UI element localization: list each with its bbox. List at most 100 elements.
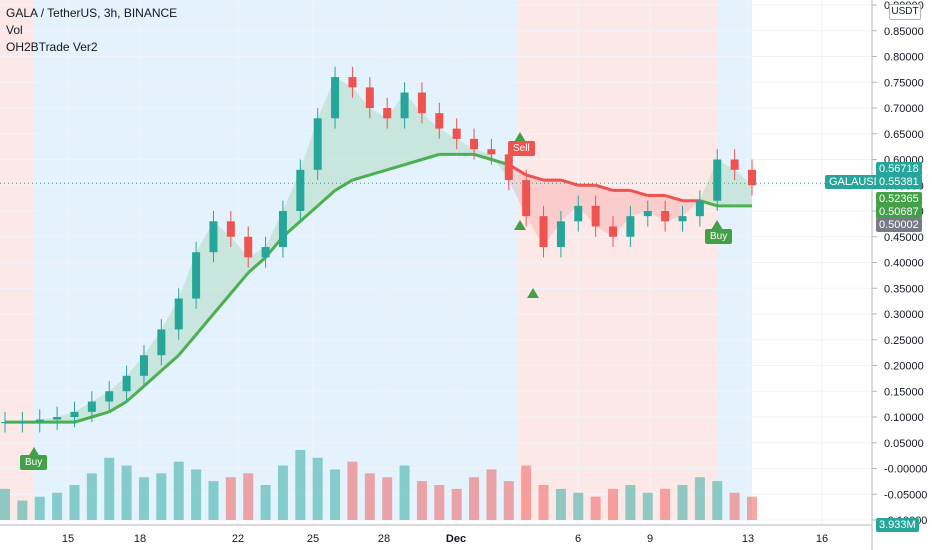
candle-body — [661, 211, 670, 222]
candle-body — [209, 221, 218, 253]
volume-bar — [625, 485, 636, 520]
buy-signal-1: Buy — [20, 455, 48, 470]
cloud-segment — [300, 118, 318, 222]
candle-body — [348, 77, 357, 88]
cloud-segment — [196, 221, 214, 335]
cloud-segment — [369, 108, 388, 175]
candle-body — [331, 77, 340, 119]
candle-body — [556, 221, 565, 248]
volume-bar — [104, 457, 115, 520]
cloud-segment — [387, 92, 405, 170]
candle-body — [87, 401, 96, 412]
volume-bar — [608, 488, 619, 520]
volume-bar — [191, 469, 202, 520]
cloud-segment — [57, 411, 75, 423]
volume-label: 3.933M — [876, 518, 919, 532]
y-tick-label: 0.10000 — [884, 412, 924, 424]
y-tick-label: -0.00000 — [884, 464, 927, 476]
candle-body — [695, 200, 704, 217]
chart-legend: GALA / TetherUS, 3h, BINANCE Vol OH2BTra… — [6, 5, 177, 56]
currency-button[interactable]: USDT — [889, 4, 921, 20]
cloud-segment — [421, 113, 440, 160]
cloud-segment — [352, 87, 370, 181]
trend-line-segment — [229, 271, 250, 295]
volume-bar — [729, 492, 740, 520]
trend-line-segment — [386, 163, 405, 172]
candle-body — [748, 169, 756, 186]
volume-bar — [69, 485, 80, 520]
cloud-segment — [248, 247, 266, 273]
cloud-segment — [335, 77, 353, 191]
volume-bar — [382, 477, 393, 520]
price-label-5: 0.50002 — [876, 218, 922, 232]
cloud-segment — [665, 195, 683, 222]
volume-bar — [156, 473, 167, 520]
candle-body — [522, 180, 531, 217]
candle-body — [18, 422, 27, 424]
volume-bar — [590, 496, 601, 520]
legend-indicator-oh2b[interactable]: OH2BTrade Ver2 — [6, 40, 98, 54]
price-label-2: 0.55381 — [876, 175, 922, 189]
trend-line-segment — [108, 400, 128, 414]
volume-bar — [573, 492, 584, 520]
candle-body — [261, 247, 270, 258]
trend-line-segment — [125, 384, 145, 403]
candle-body — [470, 138, 479, 150]
volume-bar — [434, 485, 445, 520]
volume-bar — [17, 500, 28, 520]
price-label-3: 0.52365 — [876, 192, 922, 206]
volume-bar — [0, 488, 10, 520]
volume-bar — [642, 492, 653, 520]
x-tick-label: 16 — [816, 533, 828, 545]
cloud-segment — [161, 298, 179, 371]
candle-body — [678, 216, 687, 222]
trend-line-segment — [525, 173, 544, 182]
cloud-segment — [630, 190, 648, 217]
candle-body — [452, 128, 461, 139]
legend-indicator-vol[interactable]: Vol — [6, 23, 23, 37]
cloud-segment — [230, 236, 249, 294]
candle-body — [435, 113, 444, 129]
candle-body — [609, 226, 618, 237]
trend-line-segment — [352, 173, 371, 182]
candle-body — [35, 419, 44, 423]
y-tick-label: 0.15000 — [884, 386, 924, 398]
cloud-segment — [456, 138, 475, 155]
volume-bar — [677, 485, 688, 520]
candle-body — [122, 375, 131, 392]
trend-line-segment — [316, 189, 337, 207]
x-tick-label: 22 — [232, 533, 244, 545]
candle-body — [400, 92, 409, 119]
y-tick-label: 0.70000 — [884, 103, 924, 115]
trend-line-segment — [299, 204, 319, 223]
candlesticks — [1, 66, 756, 433]
candle-body — [244, 236, 253, 258]
trend-line-segment — [194, 313, 215, 336]
volume-bar — [364, 473, 375, 520]
cloud-segment — [526, 174, 544, 248]
candle-body — [643, 211, 652, 217]
candle-body — [591, 205, 600, 227]
y-tick-label: 0.75000 — [884, 77, 924, 89]
trend-line-segment — [473, 152, 492, 161]
candle-body — [730, 159, 739, 170]
cloud-segment — [595, 185, 614, 237]
cloud-segment — [178, 252, 197, 356]
volume-bar — [243, 473, 254, 520]
candle-body — [278, 211, 287, 248]
volume-bar — [86, 473, 97, 520]
volume-bar — [52, 492, 63, 520]
candle-body — [365, 87, 374, 108]
volume-bar — [660, 488, 671, 520]
candle-body — [417, 92, 426, 114]
trend-line-segment — [421, 152, 440, 161]
trend-line-segment — [247, 256, 267, 274]
volume-bar — [121, 465, 132, 520]
volume-bar — [34, 496, 45, 520]
trend-line-segment — [212, 292, 232, 315]
trend-line-segment — [160, 354, 180, 372]
trend-line-segment — [74, 415, 93, 424]
candle-body — [174, 298, 183, 330]
